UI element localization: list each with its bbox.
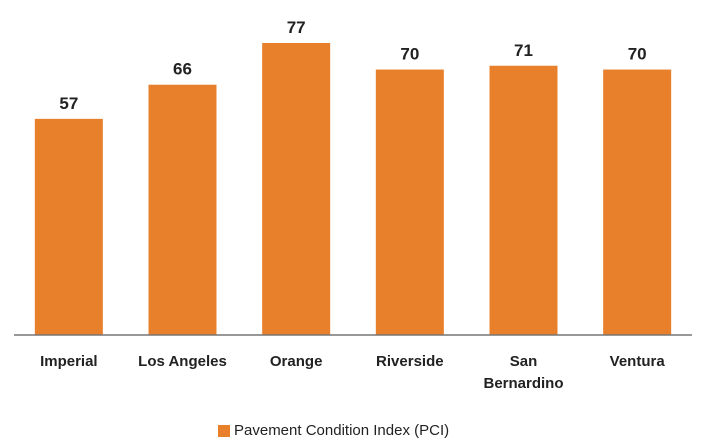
x-tick-label: San Bernardino (483, 353, 564, 392)
value-label: 57 (59, 94, 78, 113)
bar (489, 65, 558, 336)
value-label: 70 (400, 45, 419, 64)
bar (603, 69, 672, 335)
legend: Pavement Condition Index (PCI) (218, 422, 449, 439)
x-tick-label: Orange (269, 353, 323, 370)
bar (148, 84, 217, 335)
x-tick-label: Imperial (40, 353, 98, 370)
value-label: 77 (287, 18, 306, 37)
bar (34, 118, 103, 336)
legend-swatch (218, 424, 230, 437)
value-label: 70 (628, 45, 647, 64)
value-label: 71 (514, 41, 533, 60)
x-tick-label: Riverside (376, 353, 444, 370)
legend-label: Pavement Condition Index (PCI) (234, 422, 450, 439)
x-tick-label: Los Angeles (138, 353, 227, 370)
bar (375, 69, 444, 335)
bar (262, 43, 331, 335)
x-tick-label: Ventura (609, 353, 665, 370)
value-label: 66 (173, 60, 192, 79)
